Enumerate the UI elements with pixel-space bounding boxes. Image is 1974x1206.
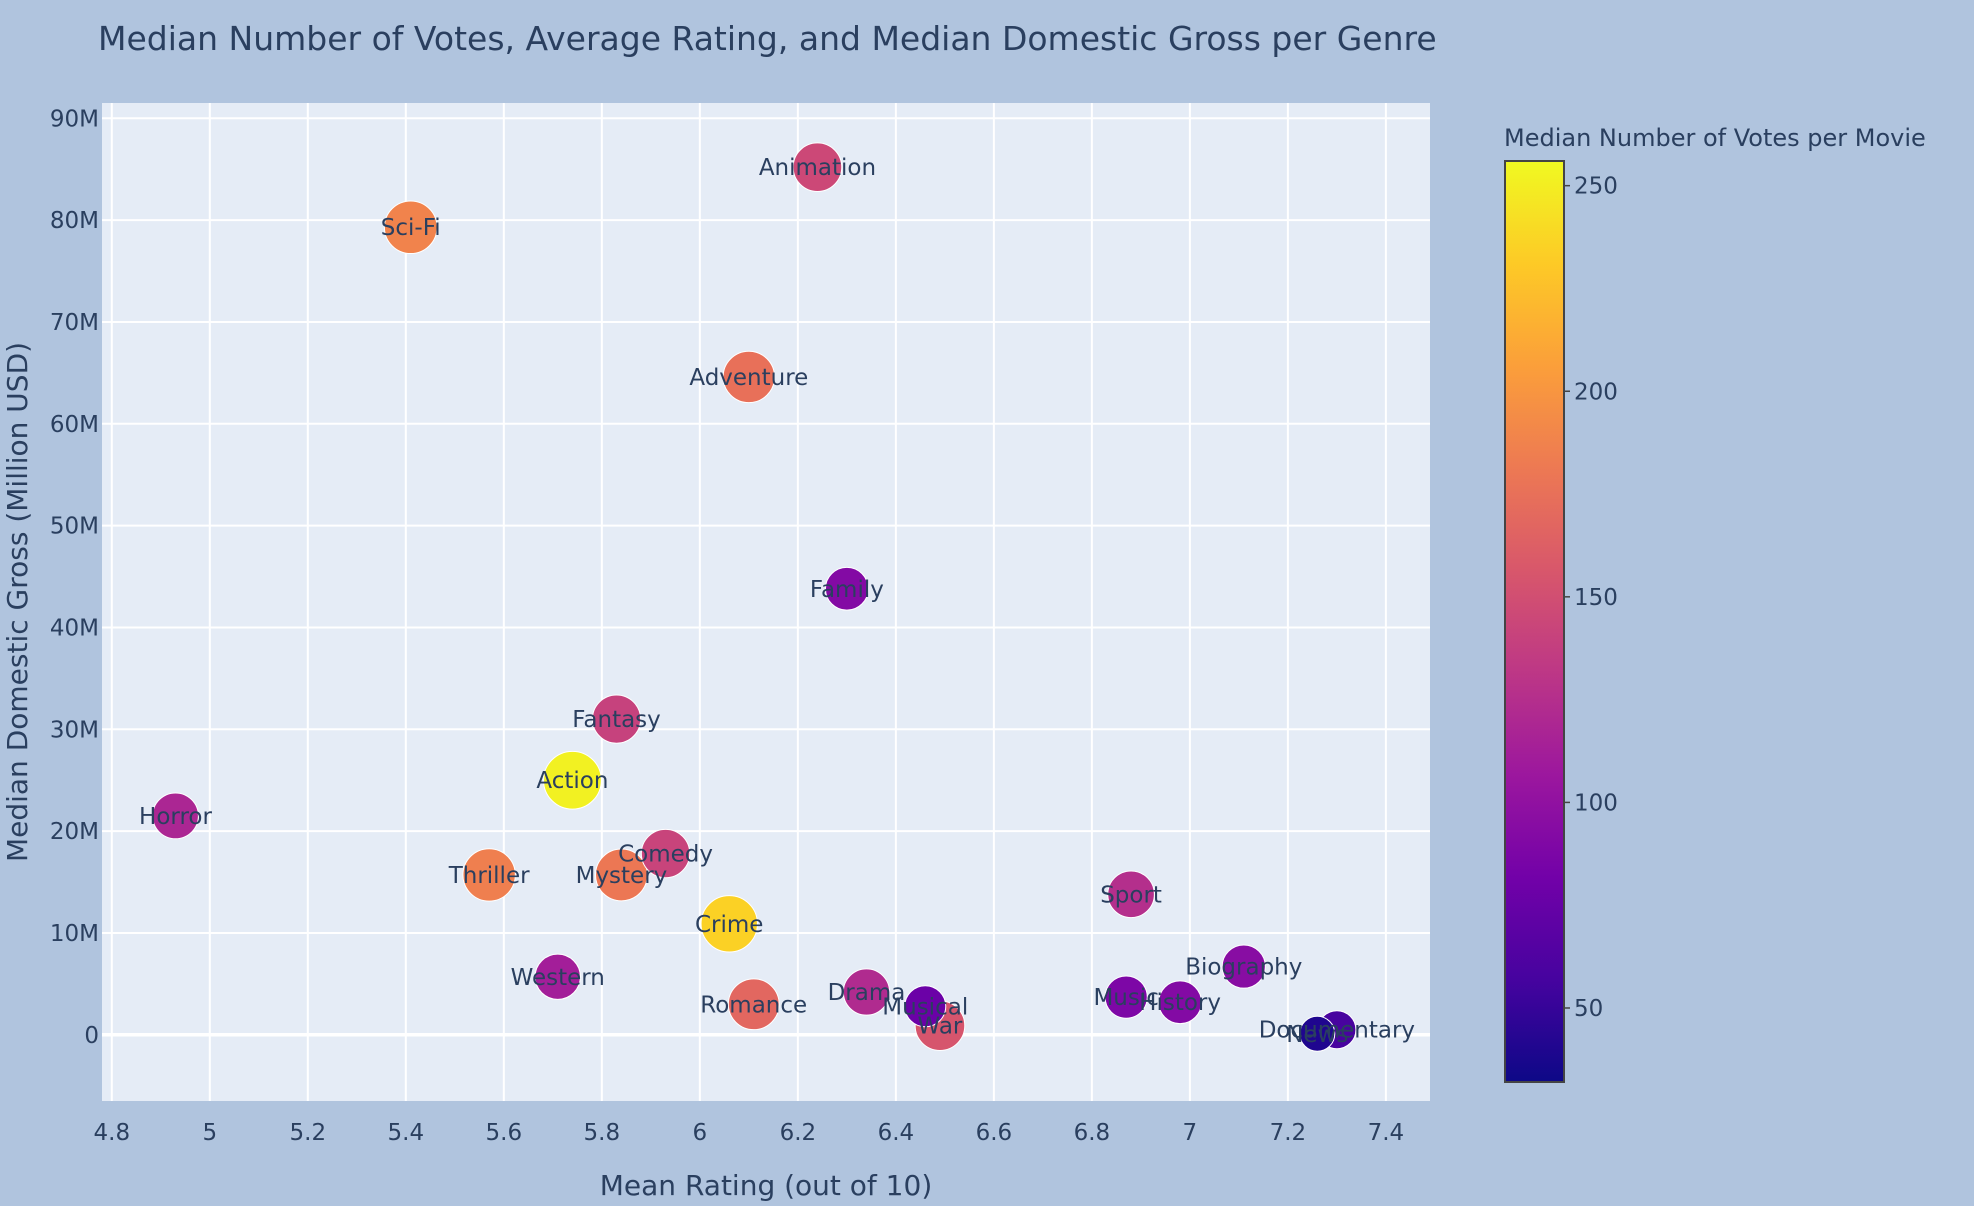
data-point-marker: [1104, 975, 1148, 1019]
data-point-label: Romance: [700, 992, 807, 1018]
y-tick-label: 50M: [50, 514, 99, 540]
data-point-marker: [640, 828, 691, 879]
data-point-label: Crime: [695, 912, 763, 938]
x-tick-label: 6: [693, 1120, 708, 1146]
data-point-label: Mystery: [576, 863, 668, 889]
colorbar: Median Number of Votes per Movie 50 100 15…: [1504, 124, 1926, 1083]
data-point-marker: [1158, 980, 1202, 1025]
colorbar-gradient: [1504, 160, 1565, 1083]
y-tick-label: 0: [84, 1023, 99, 1049]
data-point-marker: [1299, 1015, 1336, 1052]
data-point-label: Horror: [139, 804, 212, 830]
colorbar-title: Median Number of Votes per Movie: [1504, 124, 1926, 152]
data-point-marker: [1221, 944, 1266, 989]
data-point-label: Family: [810, 577, 884, 603]
y-tick-label: 60M: [50, 412, 99, 438]
data-point-label: Fantasy: [572, 707, 661, 733]
y-tick-label: 30M: [50, 717, 99, 743]
colorbar-tick-label: 150: [1574, 585, 1618, 611]
data-point-label: Thriller: [448, 863, 530, 889]
x-tick-label: 6.6: [976, 1120, 1013, 1146]
x-tick-label: 7: [1183, 1120, 1198, 1146]
data-point-marker: [152, 792, 199, 840]
data-point-label: Animation: [759, 155, 876, 181]
data-point-label: Action: [536, 768, 608, 794]
data-point-marker: [462, 848, 516, 902]
y-tick-label: 10M: [50, 921, 99, 947]
data-point-label: Drama: [828, 980, 906, 1006]
x-tick-label: 5: [202, 1120, 217, 1146]
plot-area: [102, 103, 1430, 1101]
y-axis-title: Median Domestic Gross (Million USD): [1, 342, 34, 862]
data-point-marker: [595, 848, 648, 902]
y-tick-label: 70M: [50, 310, 99, 336]
x-tick-label: 6.8: [1074, 1120, 1111, 1146]
colorbar-tick-label: 50: [1574, 996, 1603, 1022]
colorbar-tick-label: 250: [1574, 174, 1618, 200]
data-point-marker: [842, 968, 891, 1016]
data-point-marker: [1107, 870, 1155, 919]
data-point-label: News: [1286, 1022, 1348, 1048]
x-tick-label: 6.2: [780, 1120, 817, 1146]
data-point-marker: [722, 350, 776, 404]
colorbar-tick-label: 100: [1574, 790, 1618, 816]
data-point-marker: [792, 142, 843, 192]
data-point-marker: [591, 694, 642, 744]
x-tick-label: 5.4: [388, 1120, 425, 1146]
x-axis-ticks: 4.8 5 5.2 5.4 5.6 5.8 6 6.2 6.4 6.6 6.8 7 7.2 7.4: [94, 1120, 1405, 1146]
x-tick-label: 5.6: [486, 1120, 523, 1146]
colorbar-tick-label: 200: [1574, 379, 1618, 405]
x-tick-label: 5.8: [584, 1120, 621, 1146]
data-point-label: War: [918, 1014, 963, 1040]
data-labels: Animation Sci-Fi Adventure Family Fantasy Act…: [139, 155, 1415, 1048]
data-point-label: Adventure: [689, 365, 808, 391]
x-axis-title: Mean Rating (out of 10): [600, 1169, 933, 1202]
chart-title: Median Number of Votes, Average Rating, …: [98, 19, 1437, 58]
y-tick-label: 40M: [50, 615, 99, 641]
data-point-label: Comedy: [618, 842, 713, 868]
x-tick-label: 6.4: [878, 1120, 915, 1146]
grid-lines: [102, 103, 1430, 1101]
y-tick-label: 20M: [50, 819, 99, 845]
x-tick-label: 5.2: [290, 1120, 327, 1146]
data-markers: [152, 142, 1357, 1052]
data-point-label: Music: [1093, 985, 1158, 1011]
colorbar-ticks: 50 100 150 200 250: [1564, 174, 1618, 1022]
data-point-label: Musical: [882, 994, 968, 1020]
x-tick-label: 7.2: [1270, 1120, 1307, 1146]
data-point-label: Sport: [1100, 882, 1162, 908]
data-point-label: Sci-Fi: [381, 215, 441, 241]
x-tick-label: 7.4: [1368, 1120, 1405, 1146]
data-point-label: Biography: [1185, 955, 1302, 981]
y-axis-ticks: 0 10M 20M 30M 40M 50M 60M 70M 80M 90M: [50, 106, 99, 1049]
data-point-label: Western: [511, 965, 605, 991]
data-point-marker: [727, 978, 780, 1031]
x-tick-label: 4.8: [94, 1120, 131, 1146]
data-point-label: Documentary: [1259, 1018, 1415, 1044]
data-point-marker: [824, 566, 869, 611]
data-point-marker: [534, 953, 581, 1000]
y-tick-label: 80M: [50, 208, 99, 234]
data-point-marker: [383, 200, 438, 255]
data-point-label: History: [1139, 990, 1221, 1016]
y-tick-label: 90M: [50, 106, 99, 132]
data-point-marker: [700, 895, 758, 953]
data-point-marker: [904, 985, 947, 1028]
data-point-marker: [543, 750, 602, 810]
